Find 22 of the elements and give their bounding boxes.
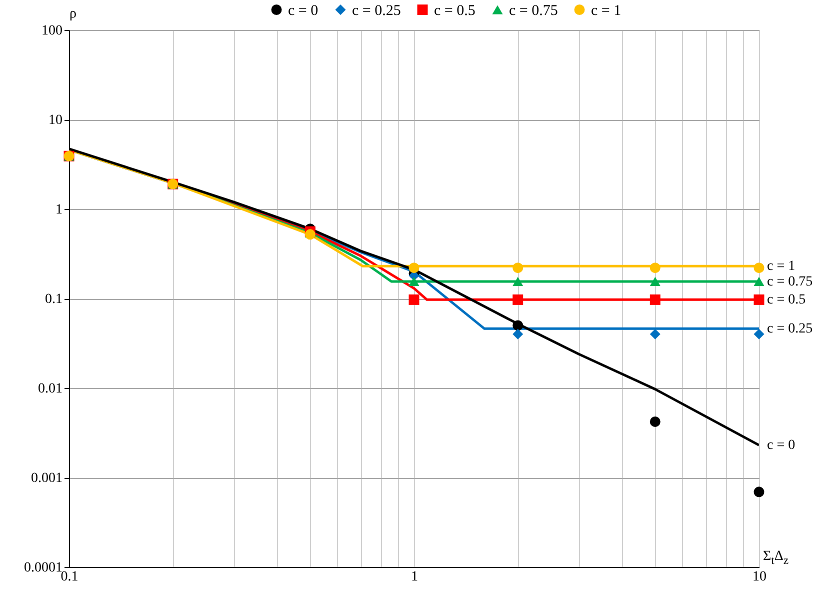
series-label: c = 0.75 [767,274,813,290]
y-tick-label: 0.01 [38,382,62,396]
legend-label: c = 0 [288,2,318,19]
y-tick-label: 0.1 [45,292,62,307]
series-label: c = 0 [767,438,796,454]
x-tick-label: 1 [411,570,418,584]
x-tick-label: 0.1 [60,570,78,584]
y-tick-label: 0.001 [31,471,62,486]
y-tick-label: 100 [42,24,62,38]
legend-label: c = 0.5 [434,2,476,19]
y-axis-title: ρ [70,6,76,22]
y-tick-label: 10 [48,113,62,128]
y-tick-label: 1 [56,202,62,218]
series-label: c = 1 [767,259,796,274]
y-tick-label: 0.0001 [24,560,62,576]
series-label: c = 0.25 [767,322,813,337]
legend-label: c = 0.75 [509,2,558,19]
series-label: c = 0.5 [767,292,806,308]
legend-label: c = 1 [591,2,622,19]
legend-label: c = 0.25 [352,2,401,19]
x-axis-title: Σ$_{t}$Δ$_{z}$ [763,549,789,567]
x-tick-label: 10 [752,570,766,584]
